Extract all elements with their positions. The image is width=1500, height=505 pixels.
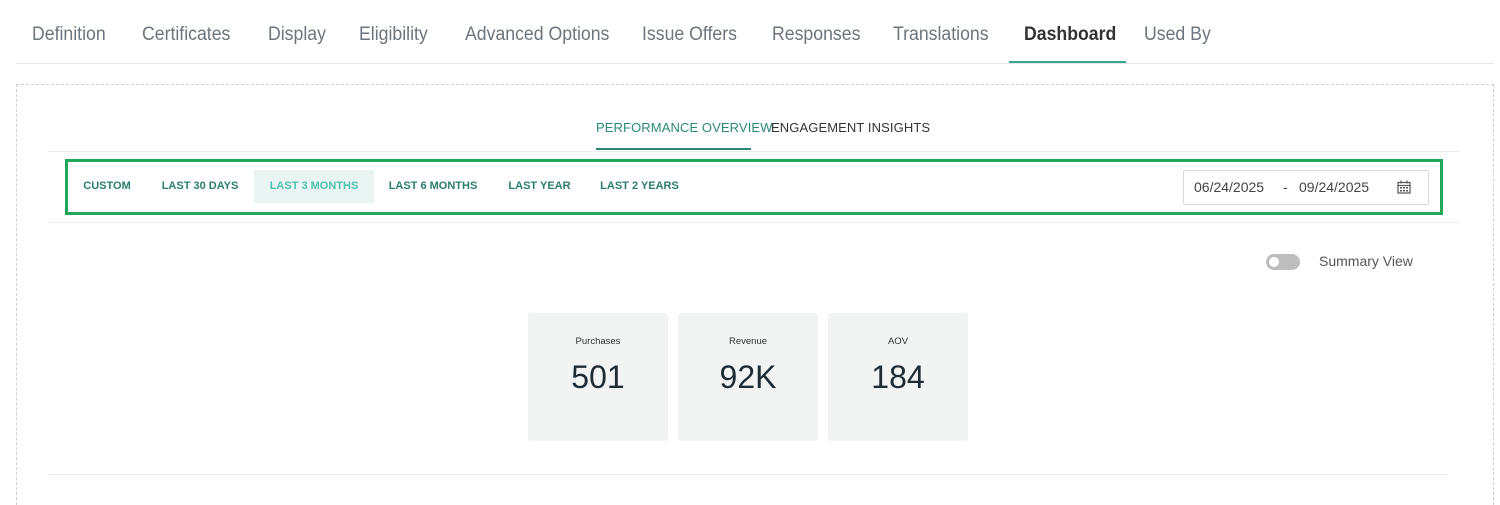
date-range-input[interactable]: 06/24/2025 - 09/24/2025	[1183, 170, 1429, 205]
summary-view-label: Summary View	[1319, 253, 1413, 269]
section-divider	[48, 474, 1448, 475]
kpi-card-aov: AOV 184	[828, 313, 968, 441]
dashboard-panel	[16, 84, 1494, 505]
date-separator: -	[1283, 179, 1288, 195]
range-last-2-years-button[interactable]: LAST 2 YEARS	[600, 180, 679, 192]
kpi-value: 501	[571, 359, 625, 395]
kpi-value: 92K	[719, 359, 777, 395]
top-tab-bar	[16, 0, 1494, 64]
kpi-label: Revenue	[728, 336, 768, 347]
tab-dashboard[interactable]: Dashboard	[1024, 24, 1117, 45]
calendar-icon[interactable]	[1397, 180, 1411, 199]
range-custom-button[interactable]: CUSTOM	[83, 180, 131, 192]
range-last-3-months-button[interactable]: LAST 3 MONTHS	[254, 170, 374, 203]
tab-used-by[interactable]: Used By	[1144, 24, 1211, 45]
toolbar-divider	[48, 222, 1460, 223]
date-range-toolbar	[65, 159, 1443, 215]
active-subtab-indicator	[596, 148, 751, 150]
toggle-knob	[1269, 257, 1279, 267]
tab-advanced-options[interactable]: Advanced Options	[465, 24, 610, 45]
active-tab-indicator	[1009, 61, 1126, 63]
summary-view-toggle[interactable]	[1266, 254, 1300, 270]
kpi-label: AOV	[887, 336, 909, 347]
tab-translations[interactable]: Translations	[893, 24, 989, 45]
end-date: 09/24/2025	[1299, 179, 1370, 195]
tab-issue-offers[interactable]: Issue Offers	[642, 24, 737, 45]
kpi-value: 184	[871, 359, 925, 395]
kpi-label: Purchases	[575, 336, 621, 347]
range-last-year-button[interactable]: LAST YEAR	[508, 180, 571, 192]
range-last-6-months-button[interactable]: LAST 6 MONTHS	[388, 180, 478, 192]
tab-responses[interactable]: Responses	[772, 24, 861, 45]
tab-definition[interactable]: Definition	[32, 24, 106, 45]
tab-eligibility[interactable]: Eligibility	[359, 24, 428, 45]
subtab-engagement-insights[interactable]: ENGAGEMENT INSIGHTS	[771, 120, 931, 135]
subtab-performance-overview[interactable]: PERFORMANCE OVERVIEW	[596, 120, 773, 135]
range-last-30-days-button[interactable]: LAST 30 DAYS	[161, 180, 239, 192]
tab-display[interactable]: Display	[268, 24, 326, 45]
start-date: 06/24/2025	[1194, 179, 1265, 195]
subtab-divider	[48, 151, 1460, 152]
tab-certificates[interactable]: Certificates	[142, 24, 231, 45]
kpi-card-purchases: Purchases 501	[528, 313, 668, 441]
kpi-card-revenue: Revenue 92K	[678, 313, 818, 441]
